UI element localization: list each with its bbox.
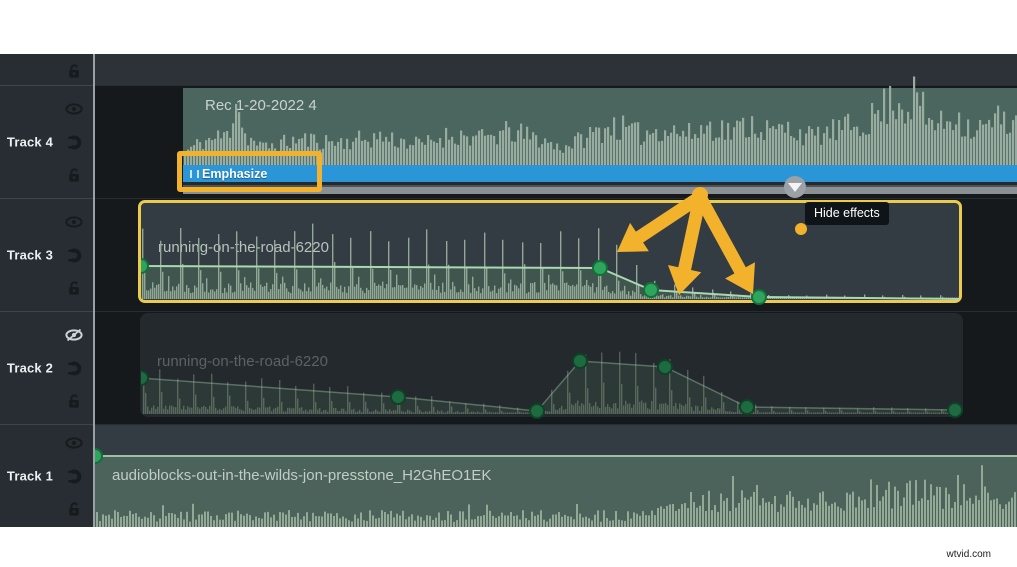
track-header-panel: Track 4 Track 3 Track 2	[0, 54, 93, 527]
volume-point[interactable]	[390, 389, 406, 405]
track-magnet-button[interactable]	[64, 466, 84, 486]
clip-name: running-on-the-road-6220	[157, 353, 328, 370]
track-lock-toggle[interactable]	[64, 391, 84, 411]
effect-tray[interactable]	[183, 185, 1017, 194]
track-visibility-toggle[interactable]	[64, 212, 84, 232]
track-header-partial	[0, 54, 93, 85]
volume-point[interactable]	[572, 353, 588, 369]
volume-point[interactable]	[657, 359, 673, 375]
panel-divider	[93, 54, 95, 527]
watermark: wtvid.com	[946, 549, 991, 560]
timeline-editor: Rec 1-20-2022 4 Emphasize Hide effects r…	[0, 54, 1017, 527]
volume-point[interactable]	[947, 402, 963, 418]
row-separator	[93, 198, 1017, 199]
volume-point[interactable]	[739, 399, 755, 415]
row-separator	[93, 424, 1017, 425]
waveform-track-2	[142, 351, 959, 414]
chevron-down-icon	[788, 183, 802, 192]
track-lock-toggle[interactable]	[64, 499, 84, 519]
track-header-track-4: Track 4	[0, 85, 93, 198]
track-visibility-toggle[interactable]	[64, 99, 84, 119]
click-indicator-dot	[795, 223, 807, 235]
track-magnet-button[interactable]	[64, 132, 84, 152]
track-magnet-button[interactable]	[64, 358, 84, 378]
effect-label: Emphasize	[202, 167, 268, 181]
volume-point[interactable]	[592, 260, 608, 276]
track-label: Track 1	[6, 468, 54, 484]
track-label: Track 3	[6, 247, 54, 263]
volume-point[interactable]	[529, 403, 545, 419]
track-label: Track 2	[6, 360, 54, 376]
waveform-track-1	[95, 455, 1017, 527]
effect-tray-edge	[183, 182, 1017, 185]
track-header-track-1: Track 1	[0, 424, 93, 527]
track-visibility-toggle[interactable]	[64, 433, 84, 453]
waveform-track-4	[184, 76, 1017, 165]
track-visibility-toggle-off[interactable]	[64, 325, 84, 345]
volume-point[interactable]	[643, 282, 659, 298]
clip-name: Rec 1-20-2022 4	[205, 97, 317, 114]
track-lock-toggle[interactable]	[64, 165, 84, 185]
effect-grip-icon	[190, 170, 199, 178]
emphasize-highlight-box	[177, 151, 322, 192]
collapse-effects-button[interactable]	[784, 176, 806, 198]
volume-point[interactable]	[751, 289, 767, 305]
track-magnet-button[interactable]	[64, 245, 84, 265]
row-separator	[93, 85, 1017, 86]
track-header-track-2: Track 2	[0, 311, 93, 424]
row-separator	[93, 311, 1017, 312]
track-label: Track 4	[6, 134, 54, 150]
track-header-track-3: Track 3	[0, 198, 93, 311]
track-lock-toggle[interactable]	[64, 61, 84, 81]
clip-name: audioblocks-out-in-the-wilds-jon-pressto…	[112, 467, 492, 484]
timeline-row-partial	[93, 54, 1017, 85]
emphasize-effect-bar[interactable]: Emphasize	[183, 165, 1017, 182]
hide-effects-tooltip: Hide effects	[805, 202, 889, 225]
clip-name: running-on-the-road-6220	[158, 239, 329, 256]
track-lock-toggle[interactable]	[64, 278, 84, 298]
